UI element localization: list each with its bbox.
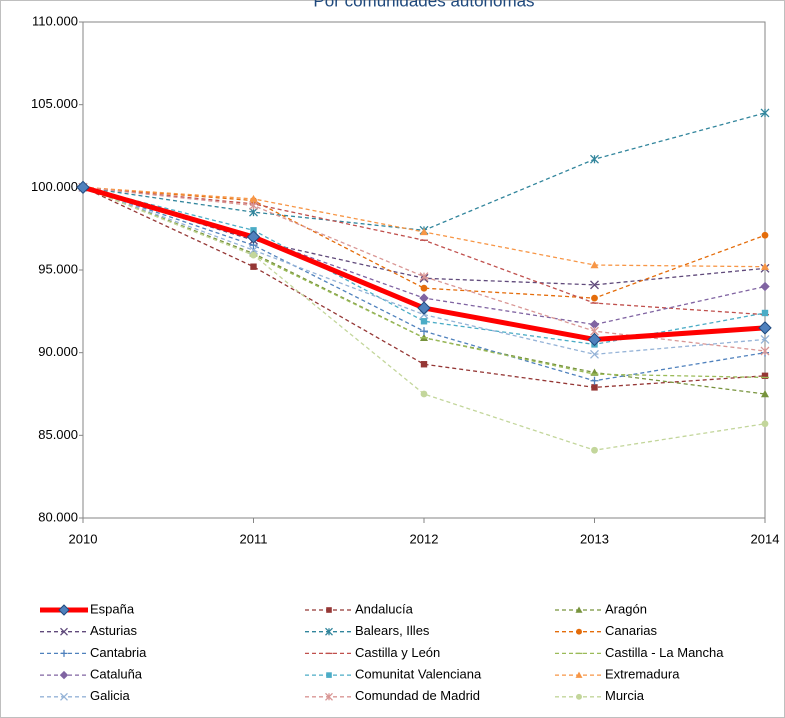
data-point [591, 384, 598, 391]
data-point [761, 372, 769, 380]
data-point [761, 390, 769, 398]
x-tick-label: 2010 [69, 531, 98, 546]
data-point [758, 321, 772, 335]
legend-marker [326, 607, 332, 613]
data-point [417, 301, 431, 315]
data-point [590, 349, 599, 359]
y-tick-label: 90.000 [38, 344, 78, 359]
data-point [587, 332, 602, 347]
data-point [590, 154, 599, 164]
data-point [761, 231, 769, 239]
data-point [761, 420, 769, 428]
y-tick-label: 80.000 [38, 509, 78, 524]
legend-label: Castilla - La Mancha [605, 645, 724, 660]
legend-marker [58, 604, 70, 616]
series-line [82, 186, 766, 355]
data-point [420, 327, 428, 336]
data-point [420, 318, 428, 325]
series-line [82, 186, 766, 352]
y-tick-label: 85.000 [38, 427, 78, 442]
data-point [591, 294, 598, 302]
legend-marker [576, 628, 582, 635]
legend-label: Comundad de Madrid [355, 688, 480, 703]
legend-label: Extremadura [605, 667, 680, 682]
data-point [250, 251, 257, 259]
data-point [249, 201, 258, 210]
data-point [76, 180, 90, 195]
y-tick-label: 95.000 [38, 261, 78, 276]
legend-label: Asturias [90, 623, 137, 638]
legend-marker [60, 692, 68, 701]
x-tick-label: 2011 [240, 531, 268, 546]
legend-marker [60, 627, 68, 636]
data-point [249, 194, 258, 203]
data-point [420, 390, 428, 398]
legend-marker [576, 693, 582, 700]
legend-label: Cataluña [90, 667, 143, 682]
legend-label: Murcia [605, 688, 645, 703]
series-line [82, 186, 766, 299]
data-point [419, 272, 429, 282]
data-point [761, 262, 769, 270]
legend-marker [325, 627, 333, 636]
data-point [760, 346, 770, 356]
data-point [590, 261, 599, 269]
legend-label: Cantabria [90, 645, 147, 660]
legend-marker [575, 671, 583, 678]
legend-label: España [90, 601, 135, 616]
legend-marker [575, 606, 583, 613]
y-tick-label: 105.000 [31, 96, 78, 111]
data-point [591, 446, 598, 454]
data-point [249, 245, 258, 255]
data-point [760, 281, 770, 292]
series-line [82, 186, 766, 451]
plot-area [82, 21, 766, 519]
data-point [420, 227, 428, 236]
legend-label: Canarias [605, 623, 658, 638]
data-point [760, 334, 770, 344]
chart-title: Por comunidades autónomas [313, 0, 534, 10]
legend-label: Galicia [90, 688, 131, 703]
legend-marker [326, 672, 332, 678]
data-point [420, 284, 428, 292]
data-point [590, 376, 599, 385]
legend-marker [59, 670, 69, 680]
y-tick-label: 100.000 [31, 179, 78, 194]
x-tick-label: 2013 [580, 531, 609, 546]
legend-label: Balears, Illes [355, 623, 430, 638]
legend-marker [325, 692, 333, 701]
legend-label: Comunitat Valenciana [355, 667, 482, 682]
legend-label: Castilla y León [355, 645, 440, 660]
data-point [760, 108, 770, 118]
legend-marker [60, 649, 68, 657]
legend-label: Andalucía [355, 601, 414, 616]
data-point [761, 309, 769, 317]
data-point [420, 361, 428, 368]
data-point [590, 280, 599, 290]
x-tick-label: 2014 [751, 531, 780, 546]
legend-label: Aragón [605, 601, 647, 616]
data-point [246, 230, 261, 244]
data-point [250, 263, 257, 270]
y-tick-label: 110.000 [32, 13, 78, 28]
x-tick-label: 2012 [410, 531, 439, 546]
